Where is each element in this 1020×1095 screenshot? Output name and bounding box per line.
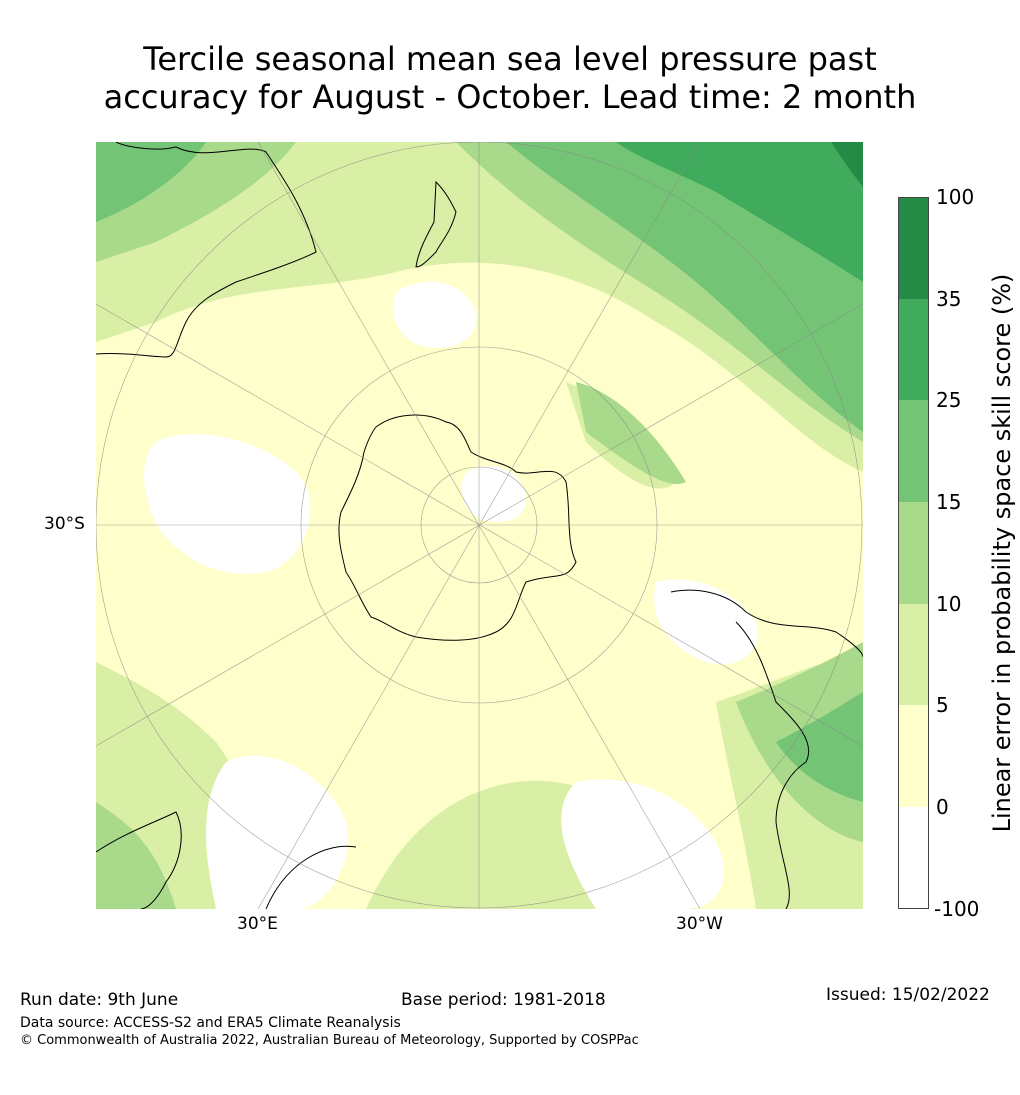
colorbar-bin	[898, 604, 929, 705]
colorbar-bin	[898, 197, 929, 299]
chart-title: Tercile seasonal mean sea level pressure…	[0, 40, 1020, 116]
colorbar-tick: 15	[936, 490, 962, 514]
graticule	[96, 142, 863, 909]
lon-label-30w: 30°W	[676, 914, 723, 934]
south-america	[670, 589, 863, 658]
title-line-1: Tercile seasonal mean sea level pressure…	[143, 40, 877, 78]
australia	[96, 142, 317, 358]
title-line-2: accuracy for August - October. Lead time…	[103, 78, 917, 116]
colorbar-tick: 5	[936, 693, 949, 717]
new-zealand	[415, 180, 457, 268]
skill-bin-35-100	[831, 142, 863, 187]
colorbar-bin	[898, 705, 929, 807]
base-period: Base period: 1981-2018	[401, 990, 606, 1010]
lon-label-30e: 30°E	[237, 914, 278, 934]
data-source: Data source: ACCESS-S2 and ERA5 Climate …	[20, 1015, 401, 1031]
colorbar-tick: 25	[936, 388, 962, 412]
colorbar-tick: 10	[936, 592, 962, 616]
colorbar	[898, 197, 929, 909]
lat-label-30s: 30°S	[44, 514, 85, 534]
issued-date: Issued: 15/02/2022	[826, 985, 990, 1005]
colorbar-bin	[898, 299, 929, 400]
colorbar-bin	[898, 807, 929, 909]
colorbar-tick: 100	[936, 185, 975, 209]
colorbar-tick: -100	[934, 897, 980, 921]
colorbar-bin	[898, 400, 929, 502]
colorbar-tick: 0	[936, 795, 949, 819]
run-date: Run date: 9th June	[20, 990, 179, 1010]
skill-bin-neg	[144, 433, 311, 574]
colorbar-title: Linear error in probability space skill …	[988, 273, 1016, 833]
africa	[96, 811, 182, 909]
copyright: © Commonwealth of Australia 2022, Austra…	[20, 1033, 639, 1048]
skill-map	[96, 142, 863, 909]
skill-bin-25-35	[616, 142, 863, 282]
colorbar-bin	[898, 502, 929, 604]
colorbar-tick: 35	[936, 287, 962, 311]
antarctica	[338, 414, 577, 641]
